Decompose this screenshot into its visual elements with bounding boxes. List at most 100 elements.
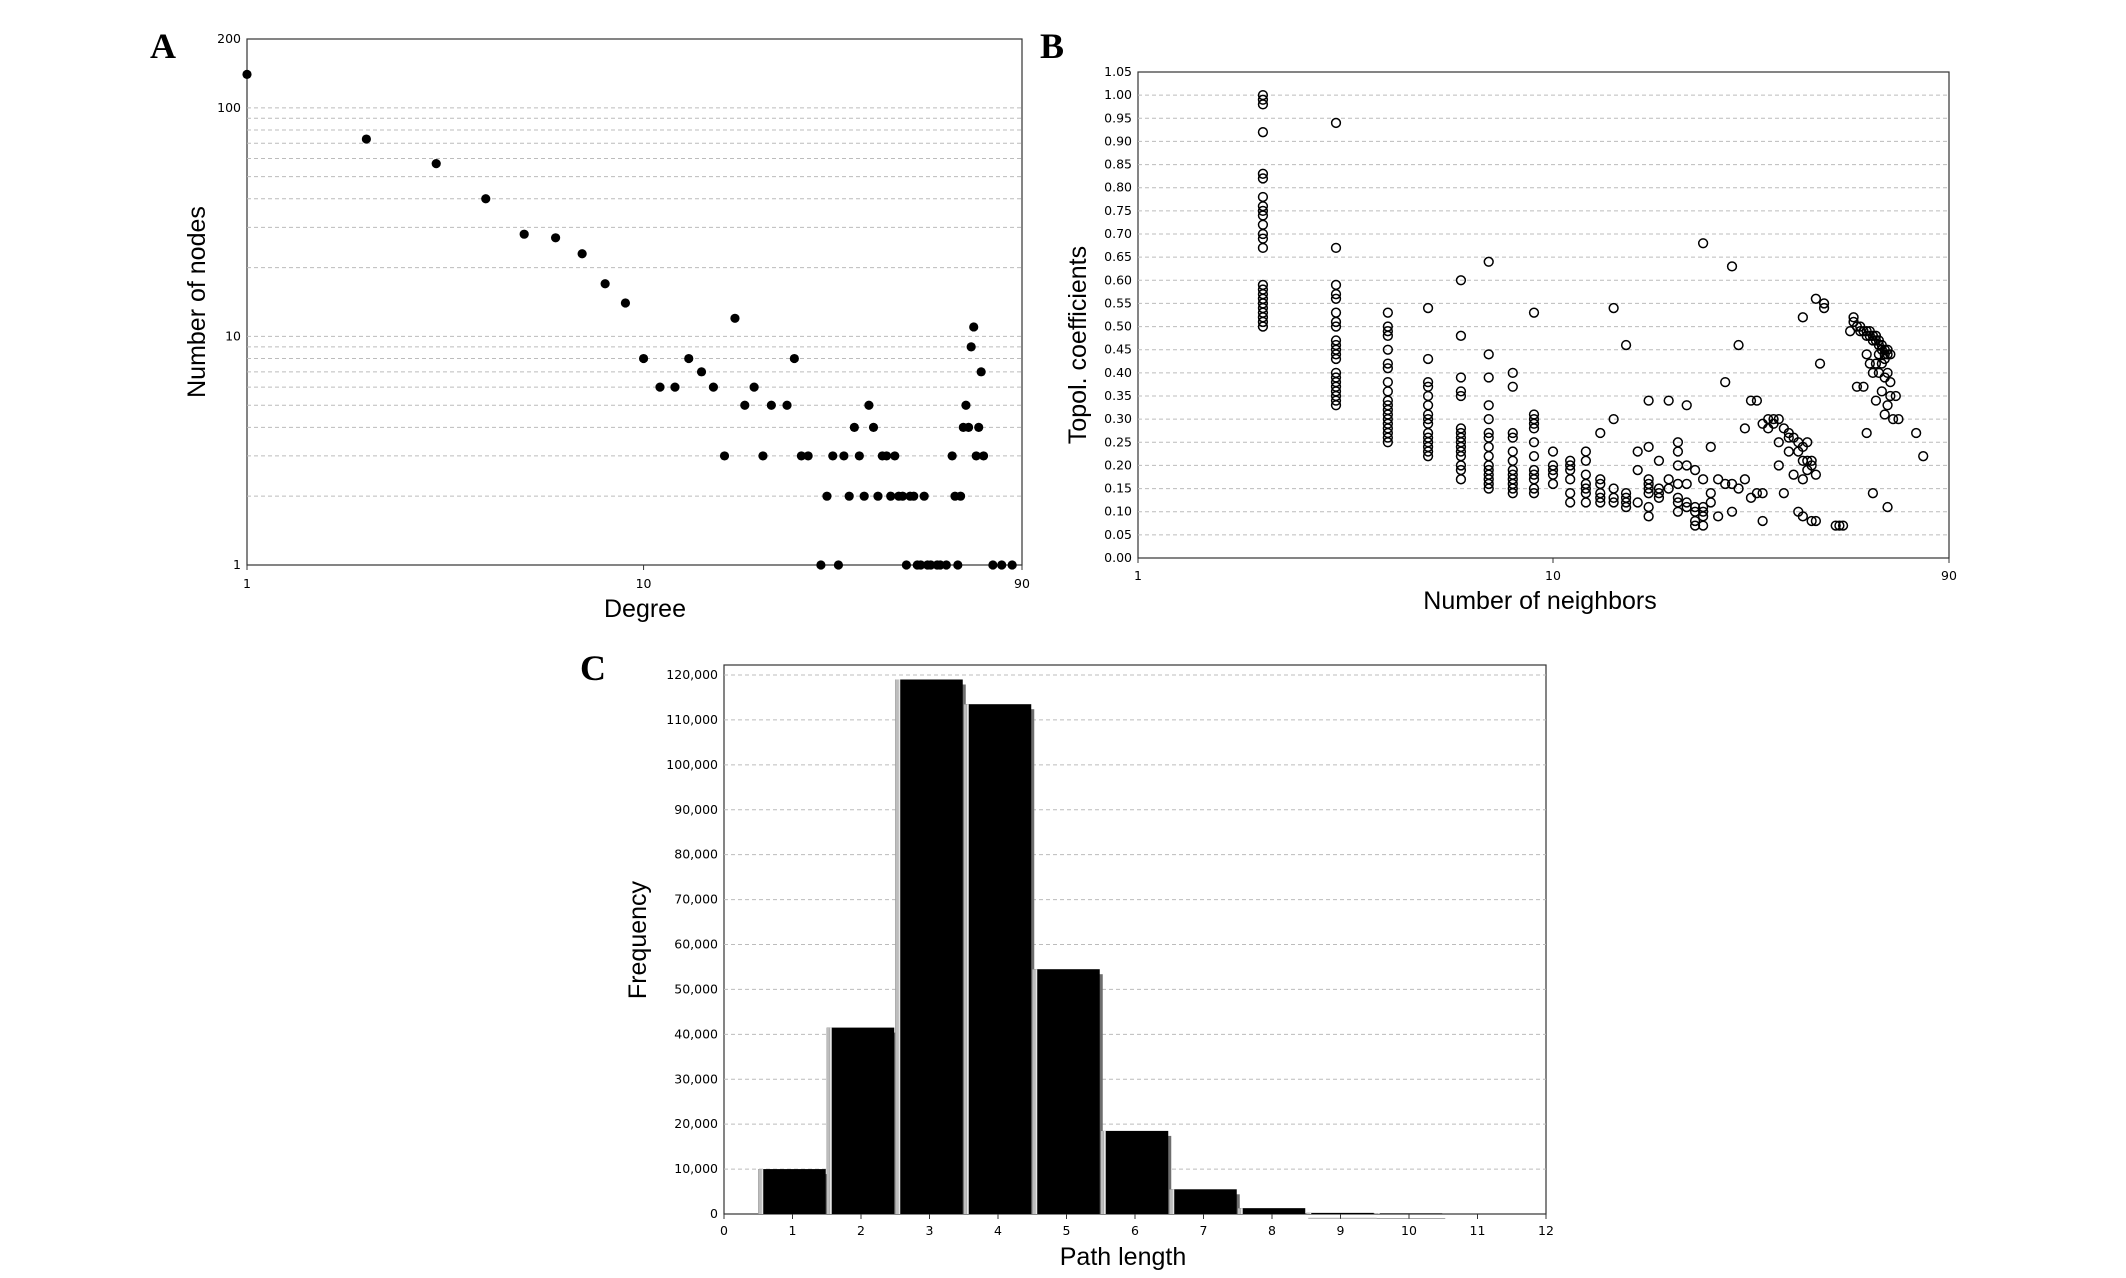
- data-point-b: [1705, 497, 1716, 508]
- x-ticks-a: 1 10 90: [243, 565, 1030, 591]
- y-tick-label-b: 0.45: [1104, 342, 1132, 357]
- data-point-a: [766, 400, 776, 410]
- bar-highlight: [829, 1027, 832, 1214]
- data-point-b: [1330, 289, 1342, 300]
- data-point-b: [1382, 307, 1394, 318]
- y-tick-label-b: 0.90: [1104, 133, 1132, 148]
- data-point-b: [1867, 367, 1879, 379]
- data-point-b: [1887, 413, 1899, 425]
- data-point-b: [1726, 261, 1738, 272]
- data-point-a: [431, 159, 441, 169]
- panel-letter-b: B: [1040, 26, 1064, 66]
- plot-frame-a: [246, 38, 1023, 566]
- data-point-b: [1608, 497, 1619, 508]
- data-point-b: [1712, 474, 1724, 485]
- data-point-b: [1643, 395, 1654, 406]
- data-point-b: [1455, 460, 1467, 471]
- y-tick-label-c: 80,000: [674, 847, 718, 862]
- x-ticks-c: 0 1 2 3 4 5 6 7 8 9 10 11 12: [720, 1214, 1554, 1238]
- data-point-b: [1608, 302, 1619, 314]
- data-points-a: [242, 69, 1017, 570]
- bar-highlight: [898, 679, 901, 1214]
- data-point-a: [789, 353, 799, 364]
- data-point-b: [1422, 451, 1434, 462]
- x-tick-label-c: 4: [994, 1223, 1002, 1238]
- bar-highlight: [1306, 1212, 1310, 1214]
- data-point-b: [1382, 363, 1394, 374]
- x-axis-title-b: Number of neighbors: [1423, 587, 1656, 615]
- data-point-b: [1757, 515, 1768, 527]
- data-point-a: [620, 298, 631, 308]
- data-point-b: [1890, 390, 1901, 402]
- bar-body: [826, 1027, 895, 1214]
- y-tick-label-b: 1.05: [1104, 64, 1132, 79]
- data-point-b: [1783, 432, 1794, 443]
- histogram-bar: [826, 1027, 898, 1214]
- y-tick-label-a: 100: [217, 100, 241, 115]
- data-point-a: [976, 367, 986, 377]
- data-point-b: [1455, 390, 1467, 402]
- data-point-b: [1697, 506, 1709, 517]
- grid-b: [1138, 94, 1949, 536]
- bar-highlight: [1103, 1130, 1106, 1214]
- data-point-b: [1528, 451, 1540, 462]
- data-point-b: [1844, 326, 1856, 337]
- x-tick-label-c: 9: [1337, 1223, 1345, 1238]
- data-point-b: [1918, 451, 1929, 462]
- data-point-a: [828, 451, 838, 461]
- y-tick-label-c: 90,000: [674, 802, 718, 817]
- y-tick-label-b: 0.30: [1104, 411, 1132, 426]
- bar-highlight: [1309, 1212, 1312, 1214]
- data-point-b: [1547, 446, 1559, 457]
- data-point-b: [1751, 488, 1763, 499]
- data-point-a: [961, 400, 971, 410]
- data-point-b: [1330, 321, 1342, 332]
- panel-b: B 0.000.050.100.150.200.250.300.350.400.…: [1040, 26, 1957, 615]
- data-point-a: [782, 400, 792, 410]
- data-point-b: [1672, 492, 1684, 503]
- data-point-b: [1483, 413, 1494, 425]
- y-tick-label-b: 0.75: [1104, 203, 1132, 218]
- data-point-b: [1483, 478, 1494, 490]
- data-point-b: [1745, 395, 1757, 406]
- x-tick-label-b: 90: [1941, 568, 1957, 583]
- histogram-bar: [1237, 1208, 1309, 1214]
- y-tick-label-c: 110,000: [666, 712, 718, 727]
- data-point-b: [1806, 515, 1817, 527]
- data-point-b: [1697, 238, 1709, 249]
- x-tick-label-b: 1: [1134, 568, 1142, 583]
- histogram-bar: [758, 1169, 829, 1214]
- data-point-b: [1422, 302, 1434, 314]
- data-point-a: [600, 279, 610, 289]
- data-point-b: [1867, 488, 1879, 499]
- data-point-b: [1330, 353, 1342, 365]
- data-point-b: [1257, 321, 1269, 332]
- data-point-a: [854, 451, 864, 461]
- data-point-a: [844, 491, 854, 501]
- data-point-a: [997, 560, 1007, 570]
- data-point-b: [1876, 386, 1887, 397]
- y-tick-label-c: 60,000: [674, 937, 718, 952]
- data-point-b: [1330, 117, 1342, 129]
- bar-body: [895, 679, 963, 1214]
- y-tick-label-b: 0.25: [1104, 434, 1132, 449]
- histogram-bar: [1374, 1213, 1446, 1219]
- data-point-b: [1257, 228, 1269, 240]
- data-point-b: [1870, 395, 1882, 406]
- data-point-b: [1643, 483, 1654, 494]
- data-point-b: [1382, 344, 1394, 355]
- x-tick-label-c: 0: [720, 1223, 728, 1238]
- y-tick-label-b: 1.00: [1104, 87, 1132, 102]
- data-point-b: [1643, 511, 1654, 522]
- data-point-b: [1580, 497, 1592, 508]
- data-point-b: [1483, 483, 1494, 494]
- y-tick-label-b: 0.85: [1104, 157, 1132, 172]
- y-axis-title-a: Number of nodes: [183, 206, 211, 398]
- data-point-b: [1565, 460, 1576, 471]
- data-point-a: [839, 451, 849, 461]
- y-tick-label-c: 10,000: [674, 1161, 718, 1176]
- data-point-b: [1382, 432, 1394, 443]
- bar-body: [963, 704, 1032, 1214]
- y-tick-label-b: 0.40: [1104, 365, 1132, 380]
- data-point-b: [1455, 474, 1467, 485]
